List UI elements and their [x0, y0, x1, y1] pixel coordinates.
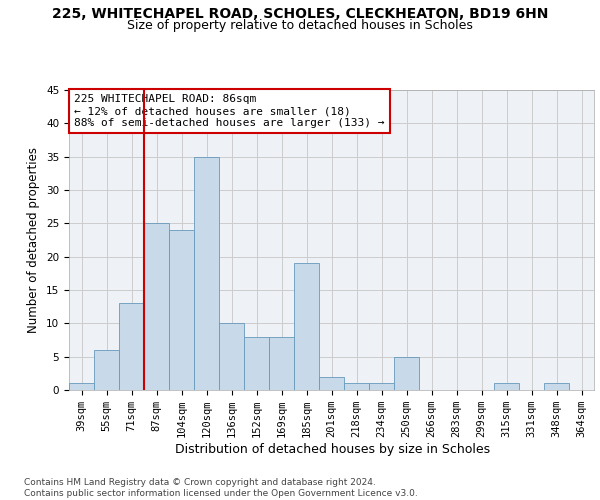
- Y-axis label: Number of detached properties: Number of detached properties: [28, 147, 40, 333]
- Bar: [144, 224, 169, 390]
- Bar: [94, 350, 119, 390]
- Bar: [319, 376, 344, 390]
- Bar: [119, 304, 144, 390]
- Bar: [369, 384, 394, 390]
- Bar: [244, 336, 269, 390]
- Bar: [544, 384, 569, 390]
- Bar: [294, 264, 319, 390]
- Bar: [219, 324, 244, 390]
- Bar: [344, 384, 369, 390]
- Bar: [194, 156, 219, 390]
- Text: 225 WHITECHAPEL ROAD: 86sqm
← 12% of detached houses are smaller (18)
88% of sem: 225 WHITECHAPEL ROAD: 86sqm ← 12% of det…: [74, 94, 385, 128]
- Bar: [69, 384, 94, 390]
- Bar: [269, 336, 294, 390]
- Text: Size of property relative to detached houses in Scholes: Size of property relative to detached ho…: [127, 19, 473, 32]
- Bar: [494, 384, 519, 390]
- Text: Distribution of detached houses by size in Scholes: Distribution of detached houses by size …: [175, 442, 491, 456]
- Bar: [169, 230, 194, 390]
- Text: 225, WHITECHAPEL ROAD, SCHOLES, CLECKHEATON, BD19 6HN: 225, WHITECHAPEL ROAD, SCHOLES, CLECKHEA…: [52, 8, 548, 22]
- Bar: [394, 356, 419, 390]
- Text: Contains HM Land Registry data © Crown copyright and database right 2024.
Contai: Contains HM Land Registry data © Crown c…: [24, 478, 418, 498]
